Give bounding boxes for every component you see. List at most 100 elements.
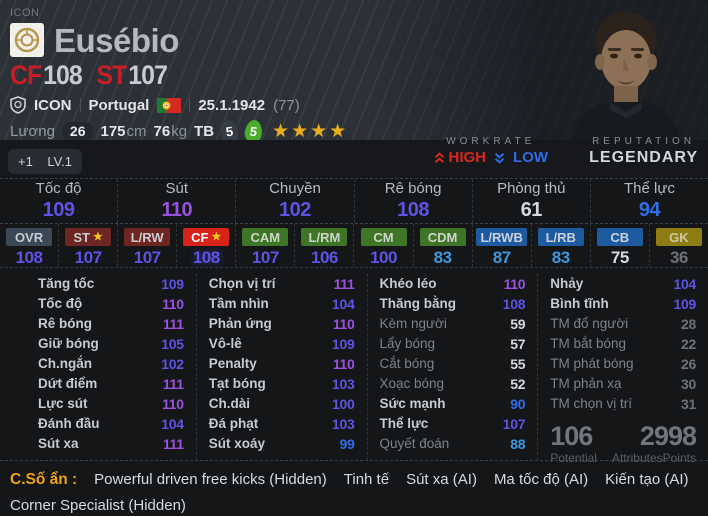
stat-value: 111 <box>162 436 184 452</box>
position-chip-label: CB <box>610 229 630 245</box>
stat-value: 111 <box>162 316 184 332</box>
stat-value: 109 <box>161 276 184 292</box>
nation-name: Portugal <box>88 96 150 114</box>
trait-item: Tinh tế <box>343 471 390 488</box>
stat-label: Thăng bằng <box>379 296 457 312</box>
stat-label: Giữ bóng <box>38 336 99 352</box>
stat-row: Chọn vị trí 111 <box>209 274 355 294</box>
stat-value: 111 <box>333 276 355 292</box>
summary-stats-row: Tốc độ 109 Sút 110 Chuyền 102 Rê bóng 108 Phòng … <box>0 178 708 224</box>
position-ratings-row: OVR 108 ST ★ 107 L/RW 107 CF ★ 108 CAM 107 L/RM 106 CM… <box>0 224 708 268</box>
trait-item: Corner Specialist (Hidden) <box>10 497 186 514</box>
summary-stat: Rê bóng 108 <box>353 179 472 223</box>
stat-label: TM chọn vị trí <box>550 396 633 412</box>
position-rating-cell: L/RM 106 <box>294 224 353 267</box>
workrate-low: LOW <box>513 149 548 166</box>
position-rating-cell: CAM 107 <box>235 224 294 267</box>
position-rating-cell: L/RW 107 <box>117 224 176 267</box>
position-chip-label: L/RM <box>308 229 341 245</box>
stat-value: 110 <box>162 296 184 312</box>
player-name: Eusébio <box>54 21 179 59</box>
stat-value: 109 <box>673 296 697 312</box>
subheader: +1 LV.1 WORKRATE HIGH LOW REPUTATION LEG… <box>0 136 708 178</box>
stat-row: Giữ bóng 105 <box>38 334 184 354</box>
stat-label: Bình tĩnh <box>550 296 609 312</box>
workrate-high: HIGH <box>448 149 487 166</box>
stat-label: Rê bóng <box>38 316 92 332</box>
potential-label: Potential <box>550 451 597 465</box>
summary-stat-label: Phòng thủ <box>497 180 566 198</box>
stat-label: Kèm người <box>379 316 447 332</box>
summary-stat: Phòng thủ 61 <box>471 179 590 223</box>
position-chip: L/RM <box>301 228 348 246</box>
upgrade-level: +1 <box>18 154 33 169</box>
position-chip-label: GK <box>669 229 689 245</box>
workrate-label: WORKRATE <box>446 136 536 147</box>
stat-label: Vô-lê <box>208 336 242 352</box>
stat-row: Đánh đầu 104 <box>38 414 184 434</box>
summary-stat-value: 110 <box>161 198 193 221</box>
stat-label: Quyết đoán <box>379 436 450 452</box>
height-metric: 175 cm <box>100 123 146 140</box>
position-chip: CDM <box>419 228 466 246</box>
stat-value: 88 <box>510 436 526 452</box>
potential-value: 106 <box>550 421 593 451</box>
position-chip-label: ST <box>73 229 90 245</box>
position-rating-value: 36 <box>669 248 688 267</box>
stat-label: Nhảy <box>550 276 584 292</box>
summary-stat-value: 94 <box>638 198 661 221</box>
stat-row: Tăng tốc 109 <box>38 274 184 294</box>
summary-stat-value: 109 <box>42 198 75 221</box>
position-rating-cell: CDM 83 <box>412 224 472 267</box>
stat-label: Penalty <box>208 356 257 372</box>
position-chip: L/RW <box>124 228 171 246</box>
position-rating-value: 83 <box>551 248 570 267</box>
primary-position-ratings: CF108 ST107 <box>10 62 643 89</box>
detail-column: Khéo léo 110 Thăng bằng 108 Kèm người 59 Lẩy b… <box>366 274 538 460</box>
player-portrait <box>538 0 708 140</box>
club-badge-icon <box>10 23 44 57</box>
stat-label: Sức mạnh <box>379 396 446 412</box>
position-chip-label: L/RWB <box>480 229 523 245</box>
position-rating-value: 107 <box>74 248 102 267</box>
stat-label: Xoạc bóng <box>379 376 445 392</box>
stat-value: 103 <box>332 376 355 392</box>
summary-stat-label: Rê bóng <box>384 180 442 198</box>
info-line: ICON Portugal 25.1.1942 (77) <box>10 96 698 114</box>
position-chip-label: CM <box>373 229 394 245</box>
stat-value: 52 <box>510 376 526 392</box>
stat-label: TM phản xạ <box>550 376 622 392</box>
position-chip-label: OVR <box>14 229 44 245</box>
summary-stat-label: Sút <box>165 180 189 198</box>
portugal-flag-icon <box>157 97 182 113</box>
position-chip-label: CF <box>191 229 209 245</box>
stat-row: TM bắt bóng 22 <box>550 334 696 354</box>
stat-label: Cắt bóng <box>379 356 435 372</box>
position-chip-label: CAM <box>250 229 281 245</box>
position-rating-cell: CB 75 <box>589 224 649 267</box>
detail-column: Nhảy 104 Bình tĩnh 109 TM đổ người 28 TM bắt b… <box>537 274 708 464</box>
detail-column: Chọn vị trí 111 Tầm nhìn 104 Phản ứng 110 Vô-l… <box>195 274 367 460</box>
position-chip: L/RB <box>537 228 584 246</box>
stat-row: Sút xa 111 <box>38 434 184 454</box>
stat-label: Thể lực <box>379 416 429 432</box>
detail-column: Tăng tốc 109 Tốc độ 110 Rê bóng 111 Giữ bóng 10… <box>0 274 196 460</box>
position-rating: 107 <box>128 60 168 90</box>
position-chip: CM <box>360 228 407 246</box>
reputation-block: REPUTATION LEGENDARY <box>589 136 698 167</box>
stat-value: 111 <box>162 376 184 392</box>
position-rating-value: 107 <box>133 248 161 267</box>
stat-label: Khéo léo <box>379 276 437 292</box>
attributes-points: 2998 AttributesPoints <box>612 423 697 465</box>
stat-value: 100 <box>332 396 355 412</box>
stat-value: 107 <box>502 416 526 432</box>
stat-value: 55 <box>510 356 526 372</box>
stat-value: 26 <box>681 356 696 372</box>
workrate-block: WORKRATE HIGH LOW <box>434 136 548 166</box>
traits-line-1: C.Số ẩn : Powerful driven free kicks (Hi… <box>10 471 698 489</box>
position-rating-value: 108 <box>192 248 220 267</box>
stat-value: 104 <box>673 276 697 292</box>
stat-value: 31 <box>681 396 696 412</box>
position-rating-cell: ST ★ 107 <box>58 224 117 267</box>
weight-value: 76 <box>153 123 171 140</box>
